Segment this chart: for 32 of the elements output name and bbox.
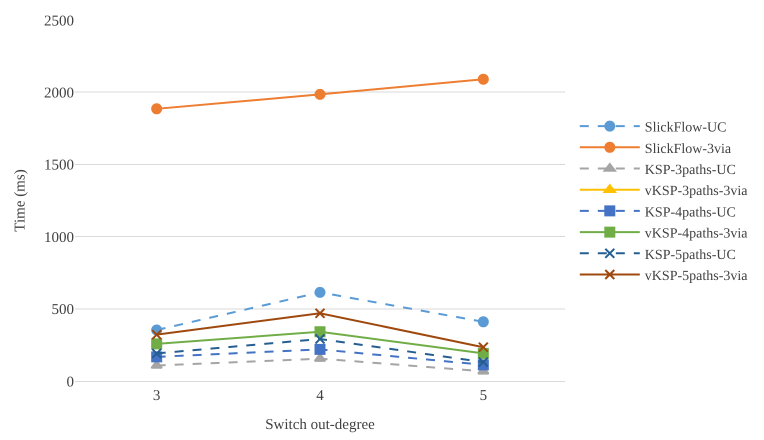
y-tick-label: 1500 [44,158,74,174]
point [314,333,326,344]
point [314,308,326,319]
point [478,74,489,85]
legend-label: KSP-5paths-UC [644,248,736,263]
x-tick-label: 3 [152,388,160,404]
point [478,356,489,368]
x-axis-title: Switch out-degree [265,417,376,433]
point [151,348,162,359]
legend-label: vKSP-5paths-3via [644,268,748,284]
legend-label: vKSP-4paths-3via [644,226,748,242]
x-tick-label: 4 [316,388,324,404]
y-tick-label: 2000 [44,85,74,102]
y-tick-label: 0 [66,374,74,390]
point [478,316,489,328]
point [314,88,326,100]
point [151,329,162,340]
legend-label: vKSP-3paths-3via [644,184,748,200]
y-axis-title: Time (ms) [12,169,28,232]
y-tick-label: 2500 [44,13,74,30]
y-tick-label: 500 [52,302,74,318]
legend-label: KSP-4paths-UC [644,205,736,220]
point [314,286,326,298]
x-tick-label: 5 [480,388,488,404]
y-tick-label: 1000 [44,230,74,246]
legend-label: SlickFlow-3via [644,142,732,157]
point [478,342,489,353]
point [314,344,326,355]
legend-label: KSP-3paths-UC [644,162,736,178]
point [151,103,162,114]
point [151,338,162,350]
legend-label: SlickFlow-UC [644,120,726,136]
